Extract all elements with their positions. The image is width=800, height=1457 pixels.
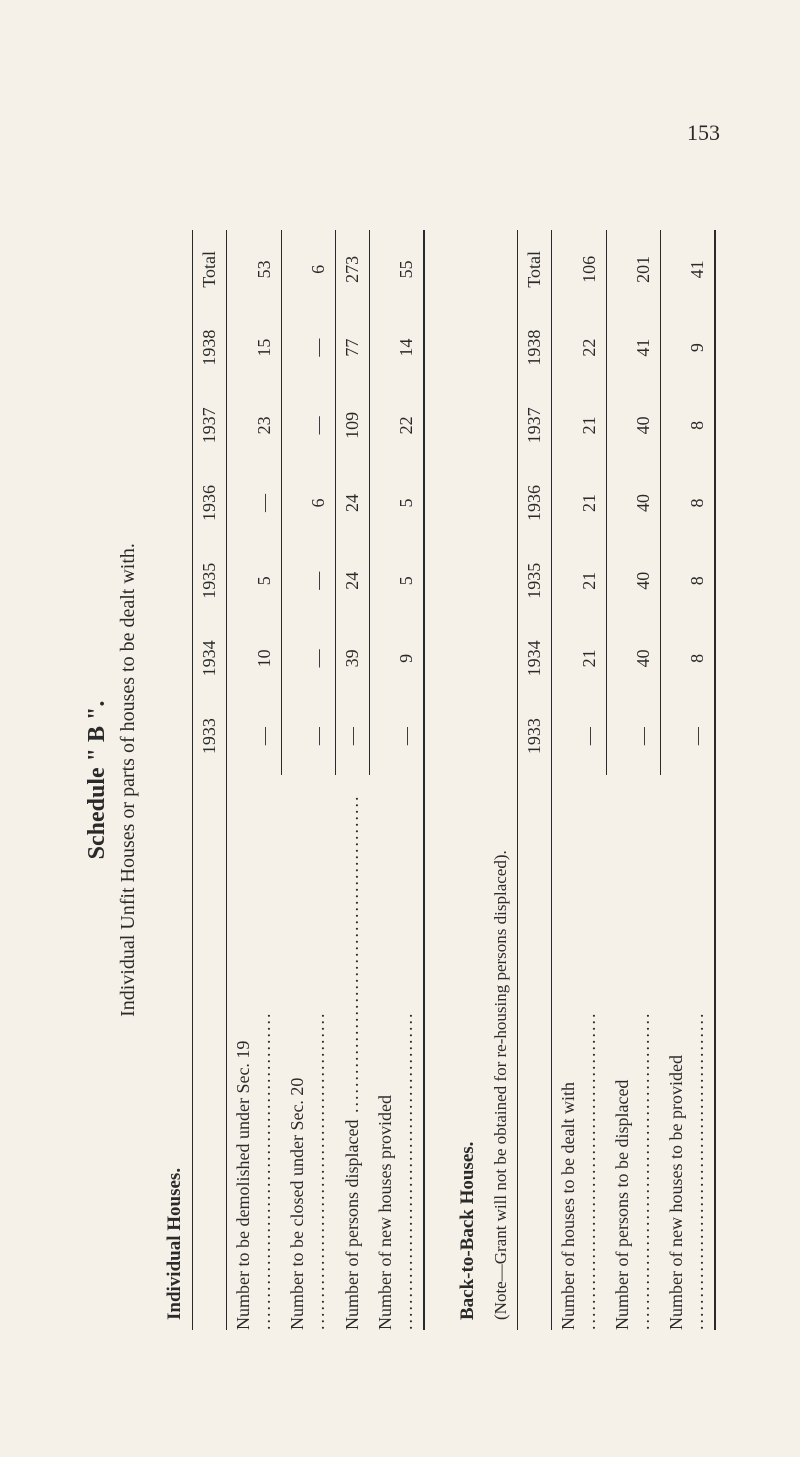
year-total-col: Total — [193, 230, 227, 309]
cell: 201 — [606, 230, 660, 309]
cell: — — [281, 542, 335, 620]
cell: — — [335, 697, 369, 775]
cell: 55 — [369, 230, 424, 309]
year-col: 1937 — [518, 386, 552, 464]
cell: 77 — [335, 309, 369, 387]
cell: — — [552, 697, 607, 775]
cell: 41 — [660, 230, 715, 309]
year-col: 1935 — [518, 542, 552, 620]
row-label: Number of new houses provided — [369, 775, 424, 1330]
schedule-heading: Schedule " B ". — [84, 230, 111, 1330]
cell: 6 — [281, 230, 335, 309]
cell: 21 — [552, 386, 607, 464]
year-col: 1936 — [193, 464, 227, 542]
cell: 8 — [660, 542, 715, 620]
cell: 10 — [227, 620, 282, 698]
cell: 22 — [552, 309, 607, 387]
cell: 9 — [369, 620, 424, 698]
cell: 40 — [606, 542, 660, 620]
row-label: Number of new houses to be provided — [660, 775, 715, 1330]
table-row: Number to be demolished under Sec. 19 — … — [227, 230, 282, 1330]
table-row: Number of new houses to be provided — 8 … — [660, 230, 715, 1330]
cell: 23 — [227, 386, 282, 464]
cell: — — [281, 386, 335, 464]
table-row: Number of houses to be dealt with — 21 2… — [552, 230, 607, 1330]
year-col: 1938 — [193, 309, 227, 387]
year-col: 1933 — [518, 697, 552, 775]
section2-title: Back-to-Back Houses. — [451, 230, 485, 1330]
cell: — — [227, 464, 282, 542]
cell: 5 — [369, 464, 424, 542]
table-row: Number of persons to be displaced — 40 4… — [606, 230, 660, 1330]
spacer-row — [424, 230, 451, 1330]
cell: 6 — [281, 464, 335, 542]
section2-note-row: (Note—Grant will not be obtained for re-… — [485, 230, 518, 1330]
year-total-col: Total — [518, 230, 552, 309]
year-col: 1936 — [518, 464, 552, 542]
cell: 22 — [369, 386, 424, 464]
row-label: Number of persons to be displaced — [606, 775, 660, 1330]
section2-title-row: Back-to-Back Houses. — [451, 230, 485, 1330]
table-row: Number of persons displaced — 39 24 24 1… — [335, 230, 369, 1330]
page: 153 Schedule " B ". Individual Unfit Hou… — [0, 0, 800, 1457]
section1-title: Individual Houses. — [158, 775, 193, 1330]
cell: — — [660, 697, 715, 775]
year-col: 1934 — [518, 620, 552, 698]
cell: 5 — [369, 542, 424, 620]
cell: — — [281, 697, 335, 775]
cell: 24 — [335, 542, 369, 620]
cell: — — [281, 620, 335, 698]
cell: 273 — [335, 230, 369, 309]
page-number: 153 — [687, 120, 720, 146]
year-col: 1937 — [193, 386, 227, 464]
cell: 24 — [335, 464, 369, 542]
year-col: 1938 — [518, 309, 552, 387]
cell: — — [281, 309, 335, 387]
table-row: Number of new houses provided — 9 5 5 22… — [369, 230, 424, 1330]
cell: 40 — [606, 620, 660, 698]
cell: 41 — [606, 309, 660, 387]
cell: — — [227, 697, 282, 775]
cell: 8 — [660, 620, 715, 698]
cell: 5 — [227, 542, 282, 620]
row-label: Number of houses to be dealt with — [552, 775, 607, 1330]
year-col: 1935 — [193, 542, 227, 620]
section1-title-row: Individual Houses. — [158, 230, 193, 1330]
year-header-row-2: 1933 1934 1935 1936 1937 1938 Total — [518, 230, 552, 1330]
cell: 53 — [227, 230, 282, 309]
row-label: Number to be demolished under Sec. 19 — [227, 775, 282, 1330]
cell: 9 — [660, 309, 715, 387]
cell: 21 — [552, 620, 607, 698]
cell: 40 — [606, 464, 660, 542]
cell: 21 — [552, 542, 607, 620]
rotated-content: Schedule " B ". Individual Unfit Houses … — [84, 230, 716, 1330]
row-label: Number to be closed under Sec. 20 — [281, 775, 335, 1330]
cell: 21 — [552, 464, 607, 542]
section2-note: (Note—Grant will not be obtained for re-… — [485, 230, 518, 1330]
cell: 40 — [606, 386, 660, 464]
cell: 8 — [660, 386, 715, 464]
row-label: Number of persons displaced — [335, 775, 369, 1330]
cell: — — [369, 697, 424, 775]
year-header-row-1: 1933 1934 1935 1936 1937 1938 Total — [193, 230, 227, 1330]
year-col: 1933 — [193, 697, 227, 775]
cell: 8 — [660, 464, 715, 542]
cell: 109 — [335, 386, 369, 464]
cell: — — [606, 697, 660, 775]
cell: 106 — [552, 230, 607, 309]
schedule-subheading: Individual Unfit Houses or parts of hous… — [117, 230, 140, 1330]
cell: 39 — [335, 620, 369, 698]
table-row: Number to be closed under Sec. 20 — — — … — [281, 230, 335, 1330]
year-col: 1934 — [193, 620, 227, 698]
cell: 14 — [369, 309, 424, 387]
cell: 15 — [227, 309, 282, 387]
schedule-table: Individual Houses. 1933 1934 1935 1936 1… — [158, 230, 716, 1330]
